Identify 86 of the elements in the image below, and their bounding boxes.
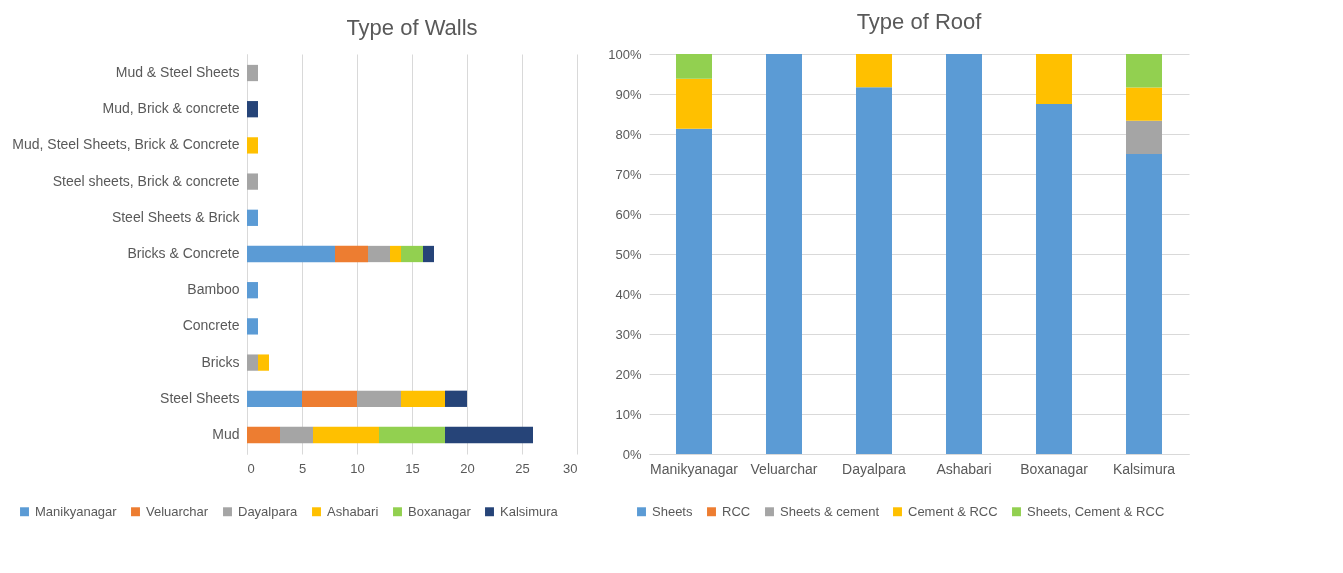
bar <box>280 426 313 444</box>
x-tick-label: Veluarchar <box>750 460 818 477</box>
x-tick-label: Boxanagar <box>1020 460 1089 477</box>
y-tick-label: 100% <box>608 46 642 62</box>
bar <box>258 354 269 371</box>
y-tick-label: 0% <box>622 446 642 462</box>
legend-label: Dayalpara <box>238 503 299 519</box>
y-tick-label: Bricks & Concrete <box>127 245 240 261</box>
y-tick-label: Mud, Brick & concrete <box>102 100 240 117</box>
y-tick-label: Concrete <box>182 317 240 334</box>
y-tick-label: Bamboo <box>187 281 240 298</box>
bar <box>247 318 258 335</box>
bar <box>335 245 368 263</box>
bar <box>676 78 712 129</box>
x-tick-label: 5 <box>298 460 307 476</box>
legend-label: Sheets <box>652 503 693 519</box>
x-tick-label: 10 <box>350 460 365 476</box>
bar <box>379 426 445 444</box>
bar <box>368 245 390 263</box>
legend-label: Sheets, Cement & RCC <box>1027 503 1165 519</box>
bar <box>247 64 258 82</box>
x-tick-label: 15 <box>405 460 420 476</box>
x-tick-label: 25 <box>515 460 530 476</box>
bar <box>401 245 423 263</box>
y-tick-label: 50% <box>615 246 642 262</box>
x-tick-label: Kalsimura <box>1112 460 1176 477</box>
bar <box>676 54 712 79</box>
legend-label: Cement & RCC <box>908 503 998 519</box>
bar <box>247 390 302 407</box>
legend-label: Ashabari <box>327 503 379 519</box>
y-tick-label: Mud & Steel Sheets <box>115 64 240 80</box>
legend-label: Manikyanagar <box>35 503 118 519</box>
y-tick-label: Mud, Steel Sheets, Brick & Concrete <box>12 136 240 153</box>
bar <box>856 54 892 88</box>
bar <box>445 390 467 407</box>
bar <box>247 354 258 371</box>
y-tick-label: 90% <box>615 86 642 102</box>
bar <box>856 87 892 454</box>
bar <box>247 245 335 263</box>
y-tick-label: Bricks <box>201 353 240 370</box>
y-tick-label: Steel Sheets & Brick <box>111 208 241 225</box>
bar <box>1126 87 1162 121</box>
y-tick-label: Mud <box>212 426 240 442</box>
bar <box>390 245 401 263</box>
bar <box>1036 54 1072 104</box>
legend-label: Sheets & cement <box>780 503 880 519</box>
bar <box>357 390 401 407</box>
legend-label: Boxanagar <box>408 503 472 519</box>
bar <box>1126 54 1162 88</box>
x-tick-label: Dayalpara <box>842 460 907 477</box>
y-tick-label: 70% <box>615 166 642 182</box>
y-tick-label: Steel sheets, Brick & concrete <box>52 172 240 189</box>
legend-label: Kalsimura <box>500 503 559 519</box>
bar <box>445 426 533 444</box>
y-tick-label: 40% <box>615 286 642 302</box>
chart-title: Type of Roof <box>856 9 983 34</box>
chart-title: Type of Walls <box>346 15 478 40</box>
bar <box>247 426 280 444</box>
y-tick-label: 20% <box>615 366 642 382</box>
y-tick-label: 80% <box>615 126 642 142</box>
bar <box>401 390 445 407</box>
x-tick-label: 30 <box>563 460 578 476</box>
bar <box>1126 154 1162 454</box>
bar <box>1126 120 1162 154</box>
bar <box>302 390 357 407</box>
y-tick-label: 60% <box>615 206 642 222</box>
legend-label: Veluarchar <box>146 503 209 519</box>
y-tick-label: Steel Sheets <box>160 389 240 406</box>
bar <box>1036 104 1072 454</box>
x-tick-label: 0 <box>247 460 255 476</box>
bar <box>423 245 434 263</box>
x-tick-label: Manikyanagar <box>650 460 739 477</box>
bar <box>247 282 258 299</box>
x-tick-label: Ashabari <box>936 460 992 477</box>
y-tick-label: 10% <box>615 406 642 422</box>
bar <box>313 426 379 444</box>
bar <box>247 137 258 154</box>
bar <box>676 128 712 454</box>
x-tick-label: 20 <box>460 460 475 476</box>
y-tick-label: 30% <box>615 326 642 342</box>
legend-label: RCC <box>722 503 751 519</box>
bar <box>946 54 982 454</box>
bar <box>247 173 258 190</box>
bar <box>247 209 258 226</box>
bar <box>766 54 802 454</box>
bar <box>247 101 258 118</box>
